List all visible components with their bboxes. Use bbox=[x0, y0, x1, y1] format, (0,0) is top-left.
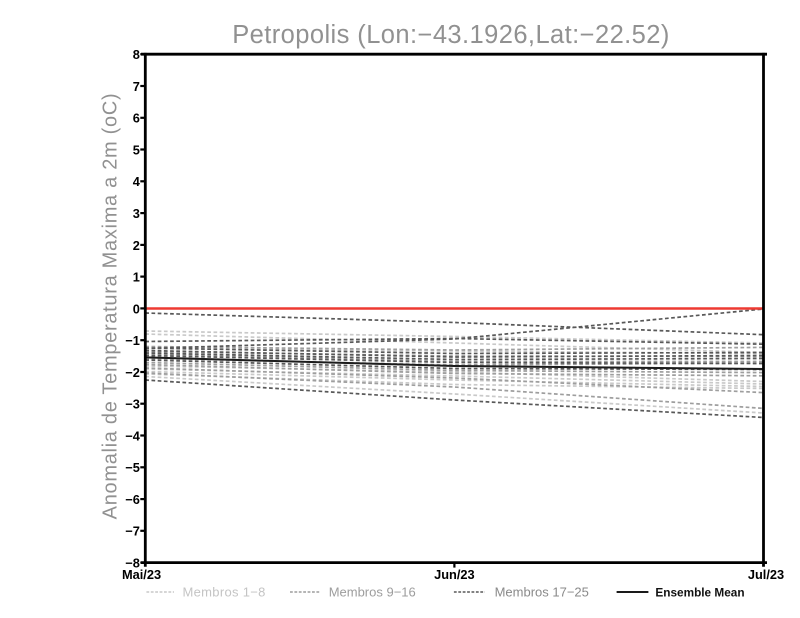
svg-text:Jul/23: Jul/23 bbox=[748, 567, 784, 582]
svg-text:2: 2 bbox=[133, 238, 140, 253]
svg-text:−5: −5 bbox=[125, 460, 140, 475]
svg-text:−1: −1 bbox=[125, 333, 140, 348]
svg-text:−7: −7 bbox=[125, 524, 140, 539]
svg-text:3: 3 bbox=[133, 206, 140, 221]
svg-text:Membros 9−16: Membros 9−16 bbox=[329, 585, 416, 600]
svg-text:−6: −6 bbox=[125, 492, 140, 507]
svg-text:Membros 17−25: Membros 17−25 bbox=[495, 585, 589, 600]
svg-text:8: 8 bbox=[133, 47, 140, 62]
svg-text:Ensemble Mean: Ensemble Mean bbox=[655, 586, 744, 600]
svg-text:6: 6 bbox=[133, 111, 140, 126]
svg-text:0: 0 bbox=[133, 301, 140, 316]
svg-text:−3: −3 bbox=[125, 397, 140, 412]
svg-text:1: 1 bbox=[133, 270, 140, 285]
svg-text:5: 5 bbox=[133, 142, 140, 157]
svg-text:−4: −4 bbox=[125, 428, 140, 443]
svg-text:Membros 1−8: Membros 1−8 bbox=[183, 585, 266, 600]
svg-text:7: 7 bbox=[133, 79, 140, 94]
svg-text:−8: −8 bbox=[125, 556, 140, 571]
svg-text:Petropolis (Lon:−43.1926,Lat:−: Petropolis (Lon:−43.1926,Lat:−22.52) bbox=[232, 21, 670, 49]
svg-text:Mai/23: Mai/23 bbox=[122, 567, 161, 582]
svg-text:Anomalia de Temperatura Maxima: Anomalia de Temperatura Maxima a 2m (oC) bbox=[100, 93, 122, 520]
svg-text:−2: −2 bbox=[125, 365, 140, 380]
svg-text:Jun/23: Jun/23 bbox=[434, 567, 475, 582]
svg-text:4: 4 bbox=[133, 174, 141, 189]
